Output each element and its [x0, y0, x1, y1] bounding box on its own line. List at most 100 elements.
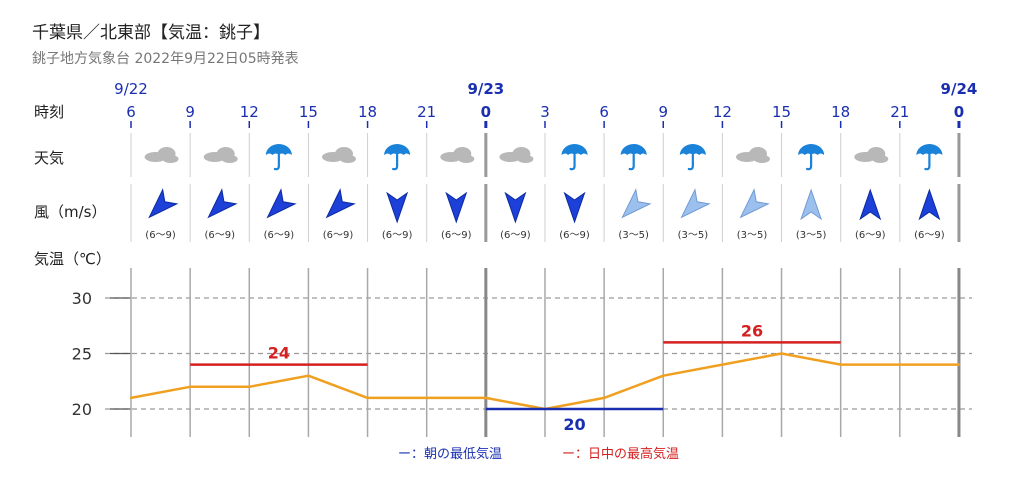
row-label-time: 時刻: [34, 103, 65, 121]
hour-label: 12: [240, 103, 259, 121]
cloud-icon: [321, 147, 356, 163]
hour-label: 15: [299, 103, 318, 121]
wind-arrow-icon: [207, 188, 238, 219]
wind-arrow-icon: [739, 188, 770, 219]
umbrella-icon: [384, 144, 411, 171]
temp-point: [721, 363, 724, 366]
wind-arrow-shape: [918, 188, 941, 221]
wind-arrow-shape: [325, 188, 356, 219]
wind-arrow-shape: [386, 191, 409, 224]
umbrella-handle: [628, 153, 635, 171]
legend-min-temp: ー：朝の最低気温: [398, 447, 503, 462]
umbrella-handle: [392, 153, 399, 171]
umbrella-handle: [806, 153, 813, 171]
wind-arrow-icon: [563, 191, 586, 224]
hour-label: 9: [185, 103, 195, 121]
wind-speed-label: (3～5): [796, 230, 827, 241]
umbrella-icon: [561, 144, 588, 171]
temp-point: [425, 396, 428, 400]
wind-arrow-icon: [680, 188, 711, 219]
umbrella-icon: [679, 144, 706, 171]
legend-max-temp: ー：日中の最高気温: [562, 447, 680, 462]
max-temp-label: 24: [268, 344, 290, 363]
y-tick-label: 20: [72, 400, 92, 419]
hour-label: 3: [540, 103, 550, 121]
temp-point: [957, 363, 961, 366]
hour-label: 9: [658, 103, 668, 121]
wind-speed-label: (6～9): [441, 230, 472, 241]
date-label: 9/22: [114, 80, 148, 98]
wind-arrow-icon: [148, 188, 179, 219]
cloud-icon: [440, 147, 475, 163]
cloud-icon: [499, 147, 534, 163]
temp-point: [307, 374, 310, 377]
wind-arrow-icon: [266, 188, 297, 219]
wind-arrow-icon: [859, 188, 882, 221]
umbrella-handle: [924, 153, 931, 171]
temp-point: [129, 396, 133, 400]
temp-point: [188, 385, 192, 388]
temp-point: [898, 363, 902, 366]
temp-point: [248, 385, 251, 388]
umbrella-canopy: [265, 144, 292, 155]
umbrella-canopy: [561, 144, 588, 155]
hour-label: 18: [831, 103, 850, 121]
wind-arrow-icon: [504, 191, 527, 224]
wind-speed-label: (6～9): [855, 230, 886, 241]
y-tick-label: 25: [72, 345, 92, 364]
wind-arrow-shape: [266, 188, 297, 219]
wind-arrow-shape: [504, 191, 527, 224]
page-title: 千葉県／北東部【気温：銚子】: [32, 23, 270, 43]
date-label: 9/24: [941, 80, 978, 98]
wind-speed-label: (6～9): [559, 230, 590, 241]
hour-label: 15: [772, 103, 791, 121]
umbrella-canopy: [384, 144, 411, 155]
y-tick-label: 30: [72, 289, 92, 308]
date-label: 9/23: [467, 80, 504, 98]
temp-point: [780, 352, 783, 355]
cloud-shape: [517, 155, 534, 163]
umbrella-handle: [569, 153, 576, 171]
umbrella-canopy: [798, 144, 825, 155]
row-label-weather: 天気: [34, 149, 65, 167]
umbrella-icon: [265, 144, 292, 171]
wind-speed-label: (6～9): [914, 230, 945, 241]
wind-arrow-shape: [148, 188, 179, 219]
wind-arrow-shape: [739, 188, 770, 219]
temp-point: [366, 396, 369, 400]
wind-arrow-icon: [325, 188, 356, 219]
wind-arrow-icon: [800, 188, 823, 221]
row-label-wind: 風（m/s）: [34, 203, 107, 221]
hour-label: 12: [713, 103, 732, 121]
umbrella-canopy: [916, 144, 943, 155]
wind-arrow-icon: [445, 191, 468, 224]
cloud-shape: [872, 155, 889, 163]
cloud-icon: [203, 147, 238, 163]
wind-speed-label: (6～9): [145, 230, 176, 241]
wind-arrow-shape: [800, 188, 823, 221]
wind-speed-label: (6～9): [323, 230, 354, 241]
wind-arrow-shape: [207, 188, 238, 219]
umbrella-icon: [916, 144, 943, 171]
cloud-shape: [458, 155, 475, 163]
umbrella-icon: [798, 144, 825, 171]
cloud-shape: [162, 155, 179, 163]
wind-speed-label: (3～5): [678, 230, 709, 241]
hour-label: 0: [481, 103, 491, 121]
hour-label: 21: [890, 103, 909, 121]
wind-arrow-shape: [680, 188, 711, 219]
wind-arrow-shape: [563, 191, 586, 224]
max-temp-label: 26: [741, 321, 763, 340]
cloud-icon: [144, 147, 179, 163]
temp-point: [662, 374, 665, 377]
wind-arrow-icon: [386, 191, 409, 224]
wind-arrow-icon: [918, 188, 941, 221]
min-temp-label: 20: [563, 415, 585, 434]
wind-speed-label: (6～9): [264, 230, 295, 241]
hour-label: 6: [599, 103, 609, 121]
hour-label: 18: [358, 103, 377, 121]
temp-point: [602, 396, 606, 400]
cloud-icon: [854, 147, 889, 163]
temp-point: [839, 363, 842, 366]
